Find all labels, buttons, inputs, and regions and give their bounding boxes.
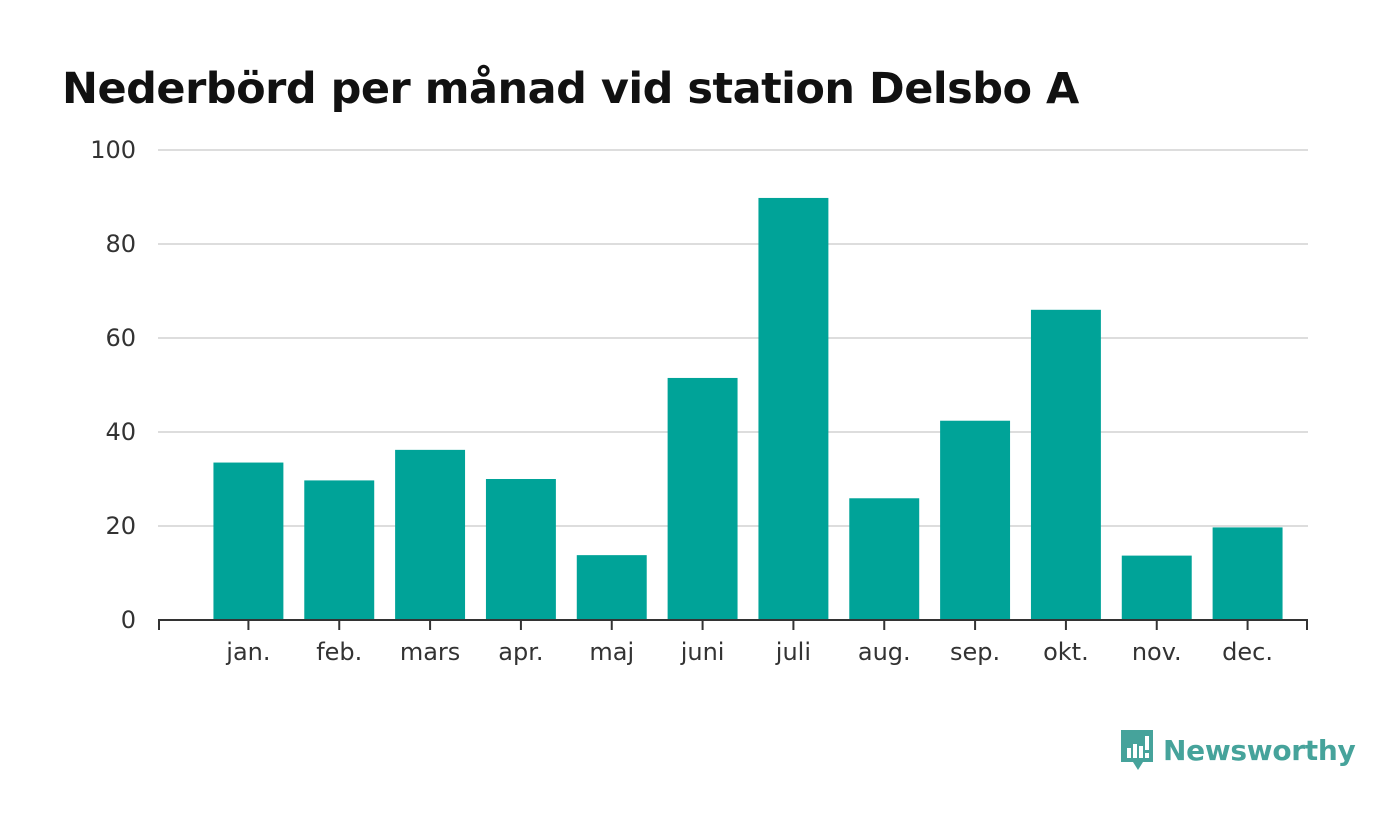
x-tick-label: jan.	[225, 638, 270, 666]
y-tick-label: 40	[105, 418, 136, 446]
x-tick-label: mars	[400, 638, 460, 666]
x-axis-ticks: jan. feb. mars apr. maj juni juli aug. sep. okt. n…	[225, 638, 1273, 666]
bar	[1121, 555, 1192, 620]
x-tick-label: maj	[589, 638, 634, 666]
x-tick-label: feb.	[316, 638, 362, 666]
y-tick-label: 20	[105, 512, 136, 540]
newsworthy-chart-icon	[1121, 730, 1153, 770]
y-tick-label: 80	[105, 230, 136, 258]
y-tick-label: 0	[121, 606, 136, 634]
x-tick-label: juli	[775, 638, 811, 666]
bar	[1212, 527, 1283, 620]
x-tick-label: aug.	[858, 638, 911, 666]
bar	[395, 449, 466, 620]
bars	[213, 197, 1283, 620]
y-tick-label: 60	[105, 324, 136, 352]
brand-name: Newsworthy	[1163, 733, 1356, 767]
x-tick-label: nov.	[1132, 638, 1182, 666]
bar	[849, 498, 920, 620]
bar	[667, 377, 738, 620]
y-tick-label: 100	[90, 136, 136, 164]
x-tick-label: dec.	[1222, 638, 1273, 666]
x-tick-label: juni	[680, 638, 725, 666]
newsworthy-logo[interactable]: Newsworthy	[1119, 728, 1356, 772]
bar	[485, 479, 556, 620]
bar	[940, 420, 1011, 620]
bar	[304, 480, 375, 620]
x-tick-label: apr.	[498, 638, 543, 666]
chart-title: Nederbörd per månad vid station Delsbo A	[62, 64, 1079, 114]
x-axis	[158, 619, 1308, 630]
bar	[758, 197, 829, 620]
x-tick-label: sep.	[950, 638, 1000, 666]
y-axis-ticks: 0 20 40 60 80 100	[90, 136, 136, 634]
x-tick-label: okt.	[1043, 638, 1089, 666]
bar	[213, 462, 284, 620]
bar	[1030, 309, 1101, 620]
bar	[576, 555, 647, 620]
